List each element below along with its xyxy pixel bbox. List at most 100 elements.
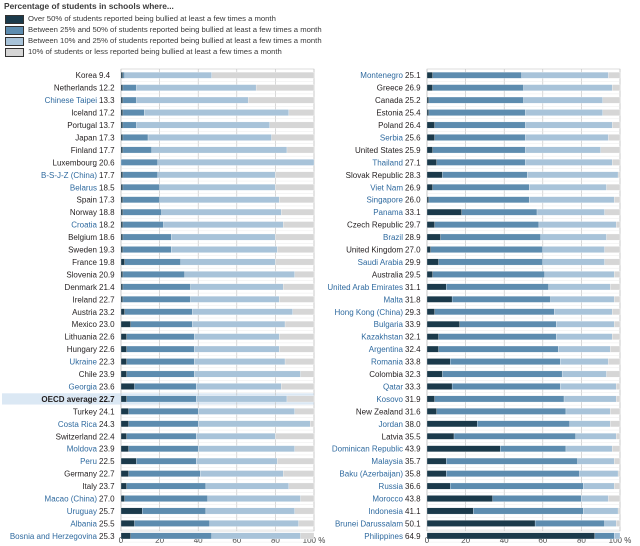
bar-segment-p25to50 [128,445,199,452]
bar-segment-p25to50 [126,358,195,365]
bar-segment-p10to25 [558,345,611,353]
bar-segment-over50 [426,482,451,490]
bar-segment-over50 [120,109,124,116]
bar-segment-upto10 [255,84,315,91]
bar-segment-p25to50 [461,208,538,216]
value-label: 29.9 [405,258,421,267]
value-label: 23.2 [99,308,115,317]
country-label: Uruguay [67,507,97,516]
bar-segment-upto10 [281,383,315,390]
bar-segment-over50 [426,258,439,266]
country-label: Colombia [369,370,403,379]
value-label: 33.3 [405,382,421,391]
country-label: Thailand [372,158,403,167]
country-label: Dominican Republic [332,445,403,454]
bar-segment-upto10 [279,296,315,303]
bar-segment-over50 [120,283,124,291]
bar-segment-p25to50 [459,321,557,328]
bar-segment-p25to50 [122,246,172,253]
legend-label-upto10: 10% of students or less reported being b… [28,47,282,56]
bar-segment-p10to25 [556,321,615,328]
bar-segment-p25to50 [446,283,549,291]
country-label: Latvia [382,432,404,441]
bar-segment-over50 [120,196,124,203]
value-label: 19.8 [99,258,115,267]
bar-segment-upto10 [610,345,621,353]
x-tick-label: 60 [232,536,241,545]
bar-segment-upto10 [300,370,315,378]
bar-segment-p10to25 [198,445,295,452]
x-tick-label: 20 [155,536,164,545]
bar-segment-over50 [426,72,433,79]
value-label: 23.7 [99,482,115,491]
bar-segment-upto10 [608,495,621,502]
bar-segment-p25to50 [124,258,181,266]
bar-segment-p25to50 [126,395,197,403]
bar-segment-p25to50 [453,433,576,440]
bar-segment-over50 [120,482,127,490]
bar-segment-p10to25 [523,84,613,91]
bar-segment-p25to50 [428,96,524,104]
bar-segment-upto10 [614,482,621,490]
bar-segment-over50 [426,433,455,440]
bar-segment-over50 [120,271,124,278]
bar-segment-p10to25 [604,520,617,527]
country-label: France [72,258,97,267]
bar-segment-p10to25 [136,96,249,104]
bar-segment-over50 [426,507,474,515]
country-label: Iceland [71,109,97,118]
bar-segment-upto10 [279,196,315,203]
value-label: 32.3 [405,370,421,379]
country-label: Chile [79,370,98,379]
bar-segment-p10to25 [579,470,619,477]
value-label: 26.9 [405,84,421,93]
bar-segment-upto10 [612,159,621,166]
bar-segment-p25to50 [130,321,193,328]
bar-segment-p25to50 [436,159,526,166]
bar-segment-p10to25 [525,134,609,141]
bar-segment-p25to50 [434,308,555,315]
bar-segment-p10to25 [192,308,293,315]
legend-item-25to50: Between 25% and 50% of students reported… [4,24,324,35]
bar-segment-over50 [426,96,430,104]
value-label: 17.7 [99,171,115,180]
bar-segment-p10to25 [147,134,272,141]
bar-segment-over50 [120,84,124,91]
bar-segment-p10to25 [554,308,613,315]
bar-segment-over50 [120,370,127,378]
bar-segment-p25to50 [126,482,207,490]
country-label: Viet Nam [370,183,403,192]
bar-segment-p25to50 [122,196,160,203]
bar-segment-over50 [120,345,127,353]
bar-segment-over50 [426,395,435,403]
value-label: 26.9 [405,183,421,192]
value-label: 22.6 [99,333,115,342]
bar-segment-p10to25 [556,333,613,340]
value-label: 23.9 [99,370,115,379]
bar-segment-over50 [426,159,437,166]
country-label: Costa Rica [58,420,98,429]
bar-segment-over50 [120,445,129,452]
bar-segment-p25to50 [126,370,195,378]
country-label: Turkey [73,407,97,416]
chart-header: Percentage of students in schools where.… [4,1,174,11]
country-label: Brunei Darussalam [335,519,403,528]
bar-segment-p25to50 [451,383,561,390]
value-label: 23.6 [99,382,115,391]
value-label: 24.1 [99,407,115,416]
country-label: Montenegro [360,71,403,80]
bar-segment-upto10 [614,271,621,278]
bar-segment-over50 [426,208,462,216]
bar-segment-p25to50 [436,408,567,415]
bar-segment-upto10 [600,146,621,154]
bar-segment-upto10 [269,121,315,129]
bar-segment-p10to25 [614,532,621,540]
bar-segment-p25to50 [142,507,207,515]
bar-segment-upto10 [616,383,621,390]
value-label: 24.3 [99,420,115,429]
bar-segment-upto10 [275,258,315,266]
bar-segment-over50 [426,184,433,191]
bar-segment-over50 [426,532,596,540]
country-label: United States [355,146,403,155]
bar-segment-p25to50 [432,72,522,79]
